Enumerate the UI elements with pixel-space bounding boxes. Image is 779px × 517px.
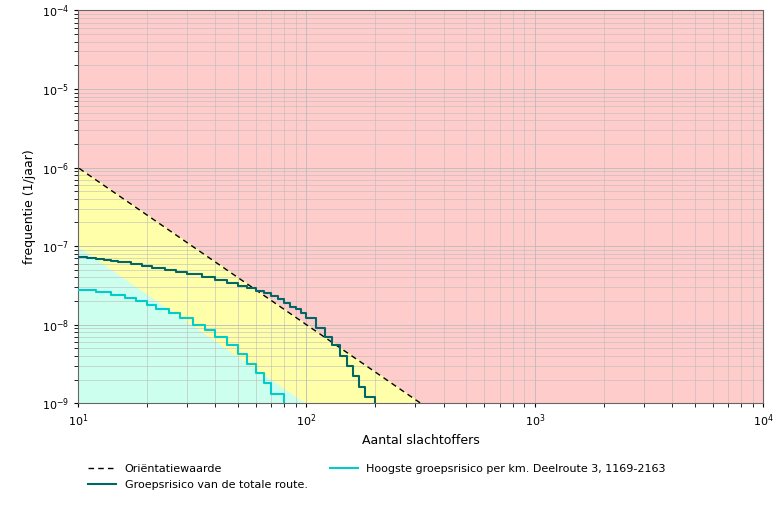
X-axis label: Aantal slachtoffers: Aantal slachtoffers	[361, 434, 480, 447]
Legend: Oriëntatiewaarde, Groepsrisico van de totale route., Hoogste groepsrisico per km: Oriëntatiewaarde, Groepsrisico van de to…	[83, 460, 671, 494]
Y-axis label: frequentie (1/jaar): frequentie (1/jaar)	[23, 149, 36, 264]
